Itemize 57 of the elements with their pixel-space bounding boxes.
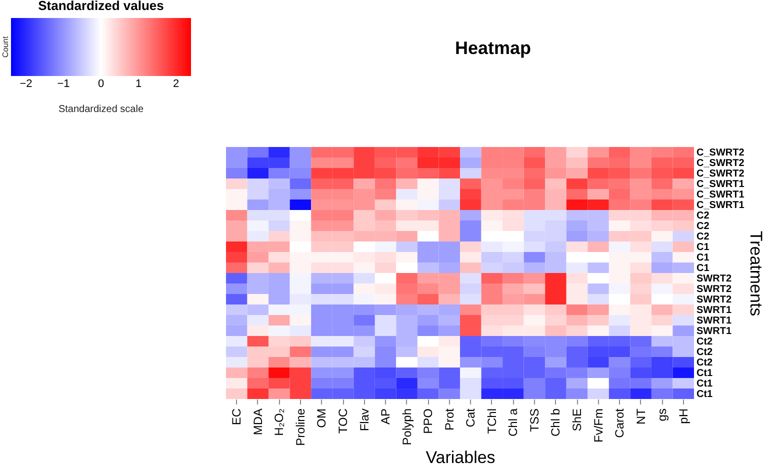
y-tick-label: SWRT2 <box>696 284 732 295</box>
y-tick-label: C2 <box>696 210 710 222</box>
y-tick-label: C1 <box>696 262 710 274</box>
x-tick-label: TOC <box>336 408 350 434</box>
x-tick-label: Chl b <box>548 408 563 437</box>
color-bar-label: 1 <box>135 78 142 90</box>
x-tick-label: NT <box>634 408 648 424</box>
y-tick-label: SWRT1 <box>696 326 732 337</box>
x-tick-label: Cat <box>464 408 478 428</box>
y-tick-label: C_SWRT1 <box>696 200 745 211</box>
x-tick-label: Chl a <box>506 408 520 437</box>
y-tick-label: C2 <box>696 231 710 242</box>
y-tick-label: Ct1 <box>696 388 714 400</box>
x-tick-label: Proline <box>293 408 308 446</box>
y-tick-label: C_SWRT1 <box>696 189 745 200</box>
x-tick-label: pH <box>676 408 690 424</box>
x-tick-label: Polyph <box>400 408 414 446</box>
x-tick-label: Fv/Fm <box>591 408 606 442</box>
y-tick-label: Ct2 <box>696 346 714 358</box>
y-tick-label: C1 <box>696 252 710 264</box>
x-tick-label: ShE <box>570 408 584 432</box>
x-tick-label: PPO <box>421 408 436 434</box>
y-tick-label: SWRT2 <box>696 294 732 306</box>
color-bar-label: −1 <box>57 78 70 90</box>
y-tick-label: SWRT2 <box>696 273 732 284</box>
y-tick-label: C1 <box>696 242 710 253</box>
x-tick-label: TSS <box>527 408 542 432</box>
y-tick-label: C_SWRT2 <box>696 158 745 169</box>
y-tick-label: Ct2 <box>696 357 714 368</box>
y-tick-label: C2 <box>696 220 710 232</box>
text: Count <box>1 36 10 58</box>
y-axis-title: Treatments <box>746 230 766 316</box>
x-tick-label: H₂O₂ <box>272 408 286 436</box>
x-tick-label: Carot <box>612 408 627 438</box>
y-tick-label: SWRT1 <box>696 315 732 326</box>
x-tick-label: EC <box>230 408 244 426</box>
x-tick-label: Flav <box>357 408 372 432</box>
color-bar-label: −2 <box>20 78 32 90</box>
chart-title: Heatmap <box>454 38 532 58</box>
x-tick-label: AP <box>378 408 393 425</box>
x-tick-label: MDA <box>250 408 265 436</box>
y-tick-label: SWRT1 <box>696 304 732 316</box>
y-tick-label: Ct1 <box>696 368 714 379</box>
y-tick-label: C_SWRT2 <box>696 147 745 158</box>
color-bar-label: 0 <box>98 78 104 90</box>
x-tick-label: Prot <box>442 408 456 431</box>
x-tick-label: OM <box>314 408 329 428</box>
y-tick-label: Ct2 <box>696 336 714 348</box>
y-tick-label: C_SWRT2 <box>696 168 745 180</box>
y-tick-label: Ct1 <box>696 378 714 390</box>
text: Standardized scale <box>58 104 144 115</box>
x-tick-label: gs <box>655 408 670 422</box>
x-tick-label: TChl <box>484 408 499 434</box>
y-tick-label: C_SWRT1 <box>696 178 745 190</box>
x-axis-title: Variables <box>426 448 496 467</box>
color-bar-label: 2 <box>172 78 180 90</box>
color-bar-title: Standardized values <box>38 0 164 13</box>
